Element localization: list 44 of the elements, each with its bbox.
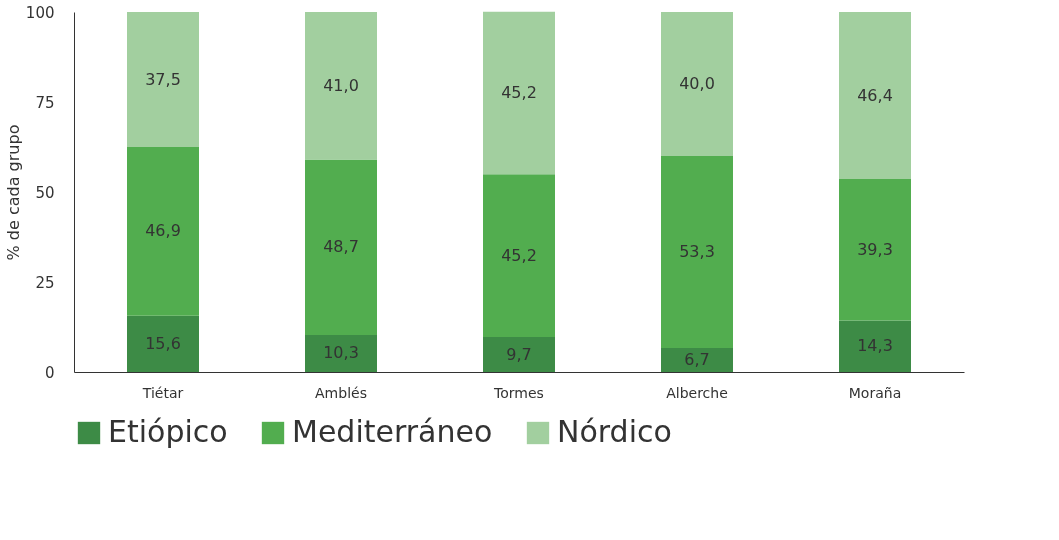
bar xyxy=(483,337,555,372)
data-label: 6,7 xyxy=(684,349,710,369)
data-label: 37,5 xyxy=(145,69,181,89)
bar xyxy=(305,159,377,335)
data-label: 45,2 xyxy=(501,83,537,102)
data-label: 40,0 xyxy=(679,74,715,93)
bar xyxy=(127,12,199,147)
legend-label: Mediterráneo xyxy=(292,414,493,449)
x-tick-label: Tormes xyxy=(493,384,544,401)
data-label: 46,4 xyxy=(857,85,893,105)
bar xyxy=(305,334,377,372)
data-label: 45,2 xyxy=(501,245,537,265)
legend-label: Nórdico xyxy=(557,414,672,449)
bar xyxy=(483,174,555,338)
x-tick-label: Amblés xyxy=(315,384,367,401)
bar xyxy=(839,12,911,180)
y-tick-label: 100 xyxy=(25,3,55,22)
y-tick-label: 0 xyxy=(44,363,55,382)
y-axis-title: % de cada grupo xyxy=(3,124,23,261)
y-tick-label: 75 xyxy=(35,93,55,112)
bar xyxy=(661,156,733,348)
bar xyxy=(127,147,199,316)
x-tick-label: Tiétar xyxy=(141,384,184,401)
data-label: 14,3 xyxy=(857,336,893,356)
bar xyxy=(127,315,199,372)
data-label: 46,9 xyxy=(145,221,181,241)
bar xyxy=(661,12,733,156)
bar xyxy=(305,12,377,160)
bar xyxy=(661,347,733,372)
bar xyxy=(839,179,911,321)
legend-label: Etiópico xyxy=(108,414,228,449)
y-tick-label: 50 xyxy=(35,183,55,202)
bar xyxy=(839,320,911,372)
data-label: 10,3 xyxy=(323,343,359,363)
x-tick-label: Alberche xyxy=(666,384,728,401)
data-label: 48,7 xyxy=(323,237,359,257)
data-label: 53,3 xyxy=(679,241,715,261)
data-label: 39,3 xyxy=(857,239,893,259)
data-label: 9,7 xyxy=(506,344,532,364)
data-label: 15,6 xyxy=(145,333,181,353)
x-tick-label: Moraña xyxy=(848,384,902,401)
y-tick-label: 25 xyxy=(35,273,55,292)
data-label: 41,0 xyxy=(323,75,359,95)
bar xyxy=(483,11,555,175)
